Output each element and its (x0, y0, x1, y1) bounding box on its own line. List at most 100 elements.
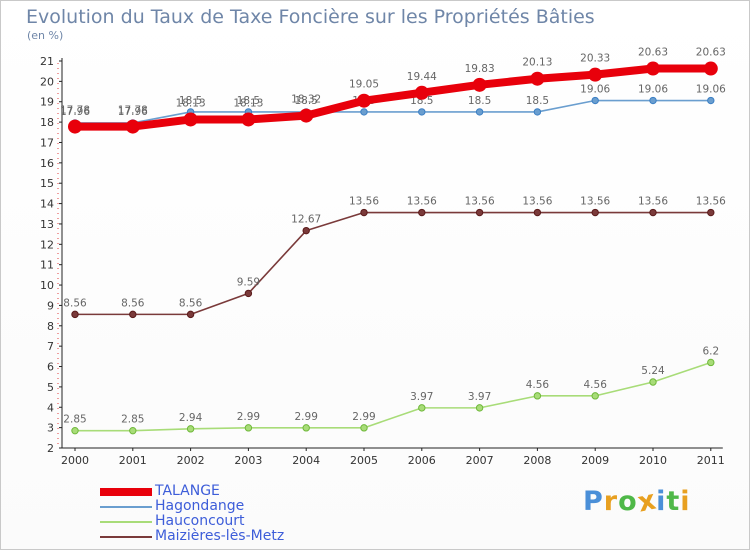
data-label: 5.24 (641, 365, 665, 377)
data-label: 19.44 (407, 71, 437, 83)
series-line (75, 361, 712, 432)
data-point (475, 108, 484, 116)
data-label: 12.67 (291, 214, 321, 226)
y-tick-label: 16 (40, 157, 54, 170)
data-label: 9.59 (237, 276, 260, 288)
legend-swatch (100, 506, 152, 508)
data-point (186, 310, 195, 319)
data-point (533, 392, 542, 400)
chart-title: Evolution du Taux de Taxe Foncière sur l… (26, 6, 595, 28)
data-point (533, 108, 542, 116)
data-label: 19.06 (580, 84, 610, 96)
data-label: 19.06 (696, 84, 726, 96)
y-tick-label: 17 (40, 136, 54, 149)
data-point (530, 71, 545, 86)
data-point (649, 96, 657, 105)
data-label: 2.85 (121, 414, 144, 426)
data-point (707, 208, 715, 217)
data-point (360, 424, 368, 432)
data-point (360, 108, 368, 116)
data-point (360, 208, 368, 217)
data-label: 13.56 (522, 196, 552, 208)
unit-label: (en %) (27, 29, 64, 42)
y-tick-label: 13 (40, 218, 54, 231)
data-label: 18.5 (237, 95, 260, 107)
data-point (299, 108, 314, 123)
data-point (591, 96, 599, 105)
y-tick-label: 14 (40, 198, 54, 211)
x-tick-label: 2004 (292, 454, 320, 467)
legend-label: Hagondange (155, 498, 245, 514)
data-point (129, 310, 137, 319)
data-label: 4.56 (584, 379, 608, 391)
data-point (71, 310, 79, 319)
data-label: 19.05 (349, 79, 379, 91)
data-point (646, 61, 660, 76)
x-tick-label: 2005 (350, 454, 378, 467)
data-label: 18.5 (526, 95, 549, 107)
y-tick-label: 4 (47, 401, 54, 414)
legend-label: Hauconcourt (155, 513, 245, 529)
y-tick-label: 19 (40, 96, 54, 109)
series-line (75, 211, 711, 316)
data-point (418, 404, 426, 412)
data-point (707, 96, 715, 105)
data-label: 2.94 (179, 412, 203, 424)
data-label: 4.56 (526, 379, 550, 391)
x-tick-label: 2000 (61, 454, 89, 467)
legend-label: TALANGE (155, 483, 220, 499)
data-label: 20.63 (696, 47, 726, 59)
data-label: 18.5 (468, 95, 491, 107)
data-label: 17.78 (118, 105, 148, 117)
data-label: 17.96 (118, 106, 148, 118)
legend-swatch (100, 536, 152, 538)
data-point (68, 119, 82, 134)
data-label: 18.5 (410, 95, 433, 107)
data-label: 18.5 (179, 95, 202, 107)
y-tick-label: 11 (40, 259, 54, 272)
data-label: 19.83 (465, 63, 495, 75)
series-line (75, 99, 711, 124)
y-tick-label: 6 (47, 361, 54, 374)
data-label: 13.56 (580, 196, 610, 208)
x-tick-label: 2009 (581, 454, 609, 467)
x-tick-label: 2011 (697, 454, 725, 467)
legend-swatch (100, 521, 152, 523)
y-tick-label: 3 (47, 422, 54, 435)
data-point (302, 424, 310, 432)
data-label: 3.97 (410, 391, 433, 403)
data-point (414, 85, 429, 100)
data-point (649, 208, 657, 217)
data-point (703, 61, 718, 76)
data-label: 8.56 (121, 297, 145, 309)
data-point (533, 208, 542, 217)
data-label: 20.63 (638, 47, 668, 59)
data-point (241, 112, 256, 127)
data-label: 13.56 (638, 196, 668, 208)
x-tick-label: 2008 (523, 454, 551, 467)
y-tick-label: 18 (40, 116, 54, 129)
y-tick-label: 5 (47, 381, 54, 394)
data-label: 13.56 (465, 196, 495, 208)
data-point (649, 378, 657, 386)
data-label: 13.56 (407, 196, 437, 208)
data-label: 2.99 (237, 411, 260, 423)
y-tick-label: 10 (40, 279, 54, 292)
y-tick-label: 7 (47, 340, 54, 353)
data-label: 18.13 (176, 97, 206, 109)
data-point (186, 425, 195, 433)
data-label: 2.99 (295, 411, 318, 423)
data-point (472, 77, 487, 92)
data-label: 2.85 (63, 414, 86, 426)
data-label: 6.2 (702, 345, 719, 357)
data-point (357, 93, 371, 108)
x-tick-label: 2003 (234, 454, 262, 467)
y-tick-label: 21 (40, 55, 54, 68)
data-label: 20.33 (580, 53, 610, 65)
series-line (75, 64, 711, 131)
x-tick-label: 2002 (177, 454, 205, 467)
y-tick-label: 12 (40, 238, 54, 251)
x-tick-label: 2006 (408, 454, 436, 467)
